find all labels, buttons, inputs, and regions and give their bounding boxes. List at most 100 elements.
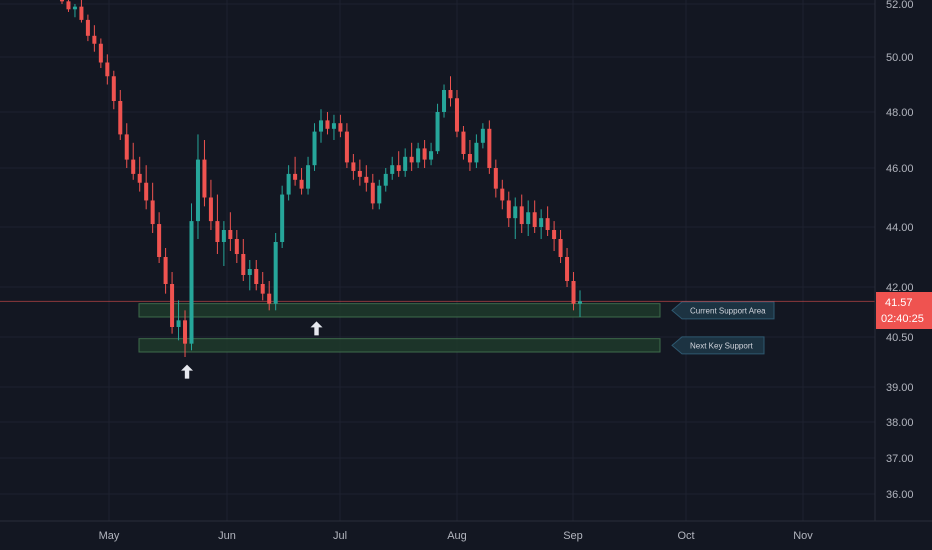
- candle[interactable]: [331, 114, 336, 140]
- candle-body: [92, 35, 97, 44]
- candle[interactable]: [299, 168, 304, 195]
- candle[interactable]: [247, 260, 252, 291]
- candle[interactable]: [461, 126, 466, 160]
- candle[interactable]: [286, 165, 291, 201]
- candle-body: [195, 159, 200, 222]
- candle[interactable]: [364, 165, 369, 192]
- candle-body: [189, 221, 194, 344]
- candle[interactable]: [519, 194, 524, 233]
- candle[interactable]: [539, 209, 544, 239]
- candle[interactable]: [357, 159, 362, 186]
- candle[interactable]: [124, 123, 129, 168]
- candle[interactable]: [72, 4, 77, 18]
- candle[interactable]: [105, 54, 110, 85]
- candle[interactable]: [526, 200, 531, 236]
- candle[interactable]: [254, 260, 259, 291]
- candle[interactable]: [118, 90, 123, 140]
- candle[interactable]: [280, 185, 285, 248]
- candle[interactable]: [377, 179, 382, 210]
- candle[interactable]: [85, 14, 90, 42]
- candle[interactable]: [131, 142, 136, 180]
- candle[interactable]: [390, 156, 395, 180]
- candle[interactable]: [448, 76, 453, 107]
- candle[interactable]: [500, 179, 505, 210]
- candle[interactable]: [532, 200, 537, 233]
- candle[interactable]: [189, 203, 194, 351]
- candle[interactable]: [480, 123, 485, 149]
- candle[interactable]: [422, 140, 427, 168]
- candle[interactable]: [403, 148, 408, 177]
- candle[interactable]: [442, 84, 447, 118]
- candle-body: [208, 197, 213, 222]
- candle-body: [72, 6, 77, 10]
- candle[interactable]: [318, 109, 324, 143]
- candle[interactable]: [474, 134, 479, 168]
- candle[interactable]: [429, 142, 434, 166]
- candle[interactable]: [565, 248, 570, 287]
- candle[interactable]: [98, 38, 103, 68]
- candle[interactable]: [241, 239, 246, 281]
- candle[interactable]: [92, 25, 97, 52]
- candle[interactable]: [273, 233, 278, 311]
- candlestick-series[interactable]: [59, 0, 583, 357]
- candle[interactable]: [215, 194, 220, 254]
- candle[interactable]: [163, 248, 168, 294]
- candle-body: [429, 151, 434, 160]
- candle-body: [118, 101, 123, 135]
- candle[interactable]: [493, 159, 498, 198]
- candle[interactable]: [435, 103, 440, 154]
- candle[interactable]: [383, 168, 388, 192]
- candle[interactable]: [409, 142, 414, 171]
- time-axis[interactable]: May Jun Jul Aug Sep Oct Nov: [99, 530, 814, 542]
- candle[interactable]: [506, 191, 511, 227]
- candle[interactable]: [487, 120, 492, 174]
- current-support-zone-label-box: [671, 301, 775, 320]
- candle[interactable]: [416, 142, 421, 168]
- candle[interactable]: [552, 221, 557, 251]
- candle[interactable]: [66, 0, 71, 12]
- candle[interactable]: [267, 281, 272, 311]
- candle[interactable]: [111, 70, 116, 110]
- price-axis[interactable]: 52.00 50.00 48.00 46.00 44.00 42.00 40.50 39.00…: [886, 0, 914, 501]
- candle[interactable]: [306, 156, 311, 195]
- candle-body: [131, 159, 136, 174]
- candle[interactable]: [195, 134, 200, 239]
- candle[interactable]: [513, 197, 518, 240]
- candle[interactable]: [325, 112, 330, 135]
- candle[interactable]: [545, 206, 550, 236]
- candle[interactable]: [208, 179, 213, 230]
- time-tick-label: Jun: [218, 530, 236, 542]
- candle[interactable]: [59, 0, 65, 4]
- candle[interactable]: [183, 310, 188, 357]
- candle[interactable]: [396, 151, 401, 177]
- candle-body: [344, 131, 349, 163]
- candle[interactable]: [467, 140, 472, 171]
- candle[interactable]: [454, 90, 459, 138]
- price-tick-label: 44.00: [886, 222, 914, 234]
- candle[interactable]: [202, 140, 207, 207]
- candle[interactable]: [260, 272, 265, 301]
- candle[interactable]: [558, 230, 563, 263]
- candle[interactable]: [79, 0, 84, 23]
- candle[interactable]: [176, 300, 181, 341]
- candle[interactable]: [344, 123, 349, 168]
- candle[interactable]: [577, 290, 583, 317]
- candle[interactable]: [370, 173, 375, 210]
- candle-body: [519, 206, 524, 225]
- candle-body: [247, 269, 252, 275]
- candle[interactable]: [170, 272, 175, 334]
- candle[interactable]: [228, 212, 233, 251]
- candle[interactable]: [137, 156, 142, 192]
- candle[interactable]: [293, 156, 298, 186]
- candle[interactable]: [351, 154, 356, 180]
- candle[interactable]: [157, 212, 162, 263]
- candle[interactable]: [312, 123, 317, 171]
- candle[interactable]: [338, 114, 343, 138]
- candle[interactable]: [144, 165, 149, 210]
- candle[interactable]: [234, 230, 239, 263]
- candle[interactable]: [571, 272, 576, 311]
- candle-body: [480, 128, 485, 143]
- candle[interactable]: [221, 221, 226, 266]
- candle[interactable]: [150, 182, 155, 233]
